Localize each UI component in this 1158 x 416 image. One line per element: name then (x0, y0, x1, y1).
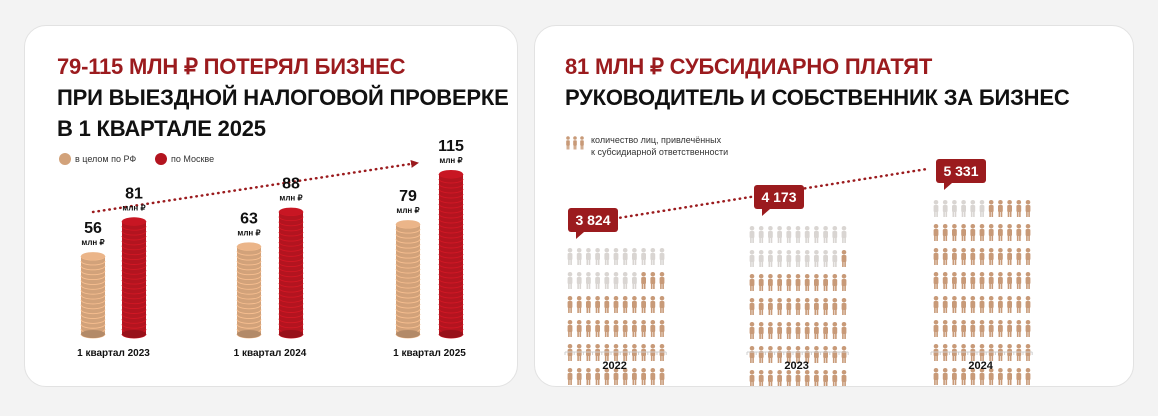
x-axis (746, 351, 849, 355)
unit-label: млн ₽ (81, 238, 104, 247)
people-legend-line-2: к субсидиарной ответственности (591, 147, 729, 157)
left-headline-line-2: В 1 КВАРТАЛЕ 2025 (57, 116, 266, 141)
people-bar (933, 200, 1031, 385)
value-badge: 3 824 (568, 208, 618, 239)
value-label: 63 (240, 210, 258, 227)
subsidiary-liability-card: 81 МЛН ₽ СУБСИДИАРНО ПЛАТЯТ РУКОВОДИТЕЛЬ… (534, 25, 1134, 387)
right-headline-red: 81 МЛН ₽ СУБСИДИАРНО ПЛАТЯТ (565, 54, 933, 79)
value-badge-text: 4 173 (761, 189, 796, 205)
legend-label-moscow: по Москве (171, 154, 215, 164)
value-badge-text: 5 331 (943, 163, 978, 179)
year-label: 2022 (602, 360, 626, 372)
x-axis (930, 351, 1033, 355)
unit-label: млн ₽ (279, 194, 302, 203)
value-label: 56 (84, 220, 102, 237)
value-label: 81 (125, 185, 143, 202)
people-bar (749, 226, 847, 386)
coin-stack (278, 207, 304, 339)
value-badge-text: 3 824 (575, 212, 610, 228)
value-label: 88 (282, 176, 300, 193)
trend-arrow (91, 159, 419, 214)
people-bar (567, 248, 665, 385)
coin-stack (395, 220, 421, 339)
legend-label-rf: в целом по РФ (75, 154, 137, 164)
category-label: 1 квартал 2024 (234, 348, 307, 359)
left-headline-line-1: ПРИ ВЫЕЗДНОЙ НАЛОГОВОЙ ПРОВЕРКЕ (57, 85, 509, 110)
coin-stack (121, 217, 147, 339)
coin-stack (438, 170, 464, 339)
value-badge: 5 331 (936, 159, 986, 190)
left-headline-red: 79-115 МЛН ₽ ПОТЕРЯЛ БИЗНЕС (57, 54, 406, 79)
people-icon-chart: 2022 3 824 2023 4 173 2024 5 331 (564, 159, 1033, 386)
year-label: 2024 (968, 360, 993, 372)
unit-label: млн ₽ (237, 228, 260, 237)
category-label: 1 квартал 2025 (393, 348, 466, 359)
value-label: 79 (399, 188, 417, 205)
trend-line (591, 167, 929, 224)
x-axis (564, 351, 667, 355)
coin-stack (236, 242, 262, 339)
value-label: 115 (438, 138, 464, 155)
coin-stack (80, 252, 106, 339)
value-badge: 4 173 (754, 185, 804, 216)
tax-audit-card: 79-115 МЛН ₽ ПОТЕРЯЛ БИЗНЕС ПРИ ВЫЕЗДНОЙ… (24, 25, 518, 387)
legend-dot-rf (59, 153, 71, 165)
unit-label: млн ₽ (396, 206, 419, 215)
category-label: 1 квартал 2023 (77, 348, 150, 359)
people-group-icon (566, 136, 584, 150)
legend-dot-moscow (155, 153, 167, 165)
right-headline-dark: РУКОВОДИТЕЛЬ И СОБСТВЕННИК ЗА БИЗНЕС (565, 85, 1070, 110)
unit-label: млн ₽ (122, 203, 145, 212)
people-legend-line-1: количество лиц, привлечённых (591, 135, 722, 145)
year-label: 2023 (784, 360, 808, 372)
unit-label: млн ₽ (439, 156, 462, 165)
